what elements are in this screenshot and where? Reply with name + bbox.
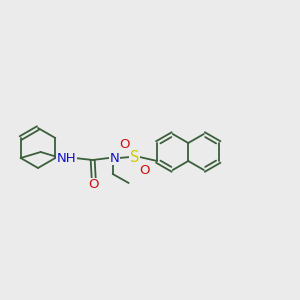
Text: S: S — [130, 149, 140, 164]
Text: NH: NH — [57, 152, 76, 164]
Text: O: O — [88, 178, 99, 191]
Text: N: N — [110, 152, 120, 164]
Text: O: O — [140, 164, 150, 176]
Text: O: O — [119, 137, 130, 151]
